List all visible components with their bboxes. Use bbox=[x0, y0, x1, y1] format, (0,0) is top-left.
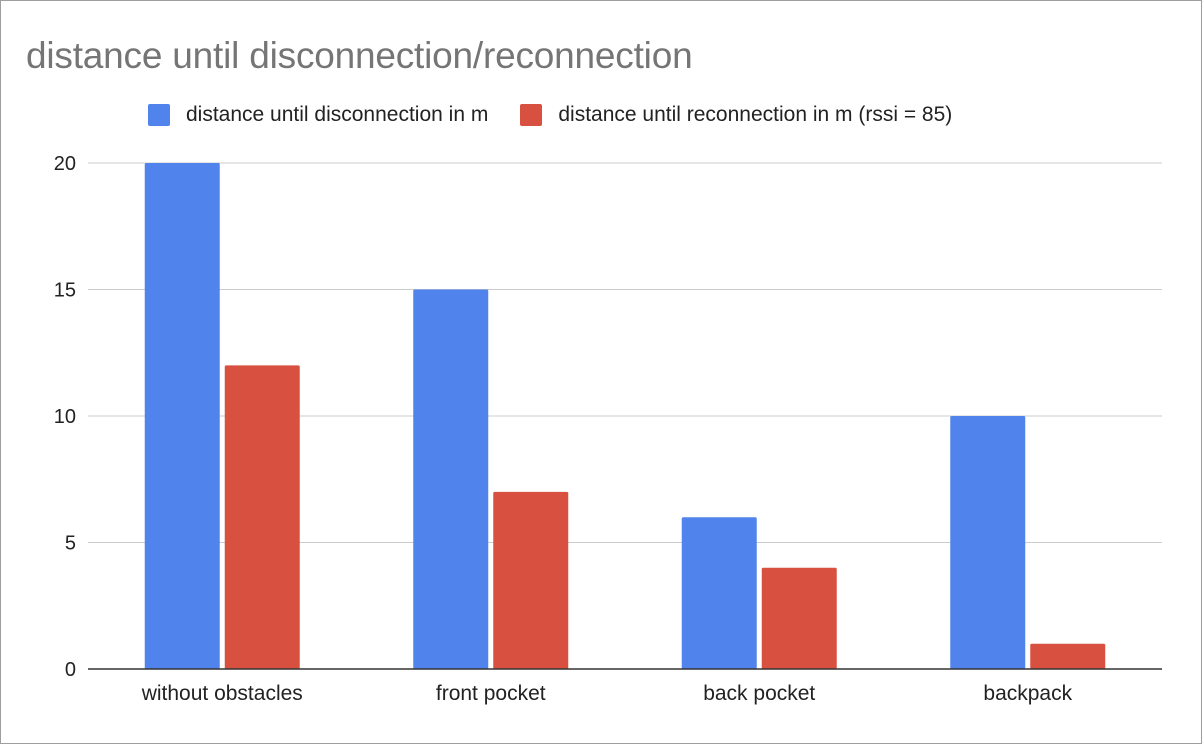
bar-disconnection-without-obstacles bbox=[144, 163, 220, 669]
legend-label-reconnection: distance until reconnection in m (rssi =… bbox=[558, 103, 953, 126]
bar-disconnection-back-pocket bbox=[681, 517, 757, 669]
bar-reconnection-back-pocket bbox=[761, 567, 837, 669]
y-tick-label-10: 10 bbox=[54, 406, 76, 428]
bar-disconnection-backpack bbox=[950, 416, 1026, 669]
bar-reconnection-backpack bbox=[1030, 643, 1106, 669]
bar-disconnection-front-pocket bbox=[413, 289, 489, 669]
bar-reconnection-front-pocket bbox=[493, 491, 569, 669]
legend-swatch-reconnection bbox=[520, 104, 543, 126]
x-category-label-front-pocket: front pocket bbox=[436, 682, 546, 705]
bar-reconnection-without-obstacles bbox=[224, 365, 300, 669]
chart-legend: distance until disconnection in m distan… bbox=[148, 99, 984, 131]
x-category-label-back-pocket: back pocket bbox=[703, 682, 815, 705]
legend-item-reconnection: distance until reconnection in m (rssi =… bbox=[520, 103, 952, 127]
x-category-label-without-obstacles: without obstacles bbox=[141, 682, 303, 705]
legend-swatch-disconnection bbox=[148, 104, 170, 126]
y-tick-label-20: 20 bbox=[54, 153, 76, 175]
y-tick-label-0: 0 bbox=[65, 659, 76, 681]
chart-title: distance until disconnection/reconnectio… bbox=[26, 35, 693, 76]
x-category-label-backpack: backpack bbox=[983, 682, 1072, 705]
legend-item-disconnection: distance until disconnection in m bbox=[148, 103, 488, 127]
y-tick-label-15: 15 bbox=[54, 280, 76, 302]
legend-label-disconnection: distance until disconnection in m bbox=[186, 103, 489, 126]
y-tick-label-5: 5 bbox=[65, 533, 76, 555]
